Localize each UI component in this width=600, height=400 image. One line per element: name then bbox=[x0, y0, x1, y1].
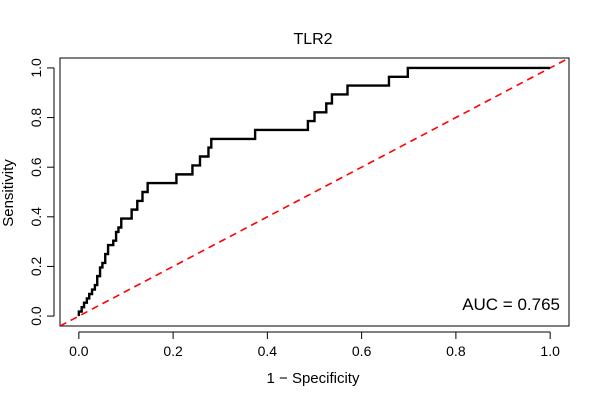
y-tick-label: 1.0 bbox=[28, 58, 44, 78]
y-tick-label: 0.4 bbox=[28, 207, 44, 227]
roc-curve-line bbox=[77, 66, 551, 317]
y-tick-label: 0.8 bbox=[28, 108, 44, 128]
x-tick-label: 0.2 bbox=[163, 343, 183, 359]
y-tick-label: 0.6 bbox=[28, 157, 44, 177]
x-tick-label: 1.0 bbox=[540, 343, 560, 359]
x-axis: 0.0 0.2 0.4 0.6 0.8 1.0 bbox=[69, 331, 560, 359]
y-axis: 0.0 0.2 0.4 0.6 0.8 1.0 bbox=[28, 58, 55, 326]
chart-title: TLR2 bbox=[293, 31, 332, 48]
x-tick-label: 0.8 bbox=[446, 343, 466, 359]
y-tick-label: 0.2 bbox=[28, 257, 44, 277]
x-tick-label: 0.6 bbox=[352, 343, 372, 359]
y-axis-label: Sensitivity bbox=[0, 159, 17, 227]
reference-diagonal-line bbox=[60, 58, 569, 326]
series-layer bbox=[60, 58, 569, 326]
plot-frame bbox=[59, 57, 570, 327]
y-tick-label: 0.0 bbox=[28, 306, 44, 326]
x-axis-label: 1 − Specificity bbox=[267, 370, 360, 387]
auc-annotation: AUC = 0.765 bbox=[462, 295, 560, 314]
x-tick-label: 0.4 bbox=[258, 343, 278, 359]
x-tick-label: 0.0 bbox=[69, 343, 89, 359]
